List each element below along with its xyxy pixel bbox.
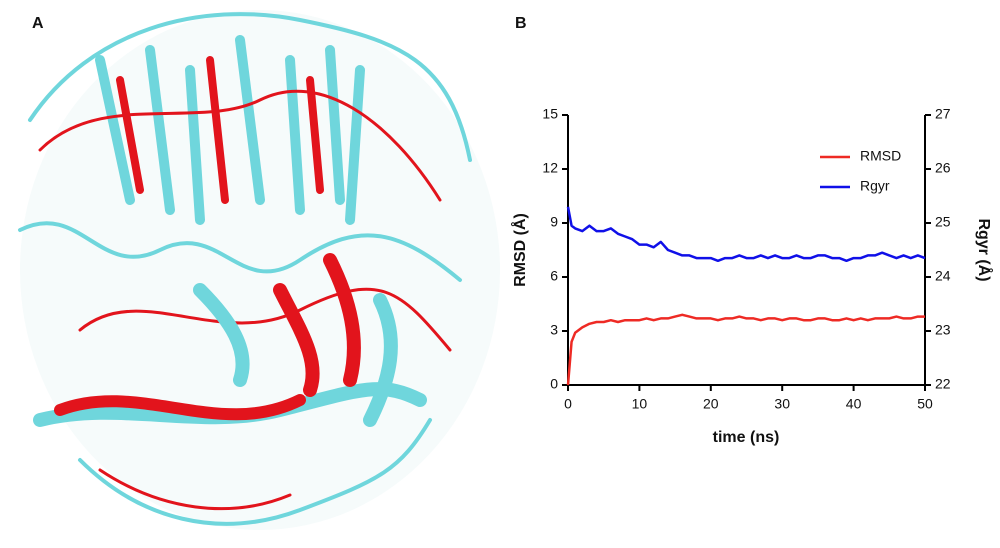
x-axis-label: time (ns) [713, 429, 780, 446]
legend-label: RMSD [860, 148, 901, 164]
y2-tick-label: 26 [935, 160, 951, 176]
panel-label: B [515, 15, 527, 32]
sheet [95, 35, 365, 225]
y-tick-label: 0 [550, 376, 558, 392]
y-tick-label: 3 [550, 322, 558, 338]
helix [273, 253, 361, 397]
y2-tick-label: 25 [935, 214, 951, 230]
protein-structure [18, 10, 500, 530]
y2-tick-label: 23 [935, 322, 951, 338]
x-tick-label: 20 [703, 396, 719, 412]
loop [98, 468, 292, 511]
x-tick-label: 40 [846, 396, 862, 412]
y2-tick-label: 24 [935, 268, 951, 284]
loop [18, 12, 472, 282]
y-axis-label: RMSD (Å) [510, 213, 529, 287]
y-tick-label: 12 [542, 160, 558, 176]
legend-label: Rgyr [860, 178, 890, 194]
y2-tick-label: 22 [935, 376, 951, 392]
series-line [566, 313, 925, 386]
helix [193, 283, 398, 427]
loop [78, 418, 432, 526]
helix [54, 394, 306, 421]
panel-label: A [32, 15, 44, 32]
series-line [566, 206, 926, 263]
y-tick-label: 6 [550, 268, 558, 284]
x-tick-label: 10 [632, 396, 648, 412]
x-tick-label: 50 [917, 396, 933, 412]
sheet [116, 56, 324, 204]
y2-axis-label: Rgyr (Å) [975, 218, 994, 281]
x-tick-label: 30 [774, 396, 790, 412]
y2-tick-label: 27 [935, 106, 951, 122]
x-tick-label: 0 [564, 396, 572, 412]
y-tick-label: 15 [542, 106, 558, 122]
y-tick-label: 9 [550, 214, 558, 230]
